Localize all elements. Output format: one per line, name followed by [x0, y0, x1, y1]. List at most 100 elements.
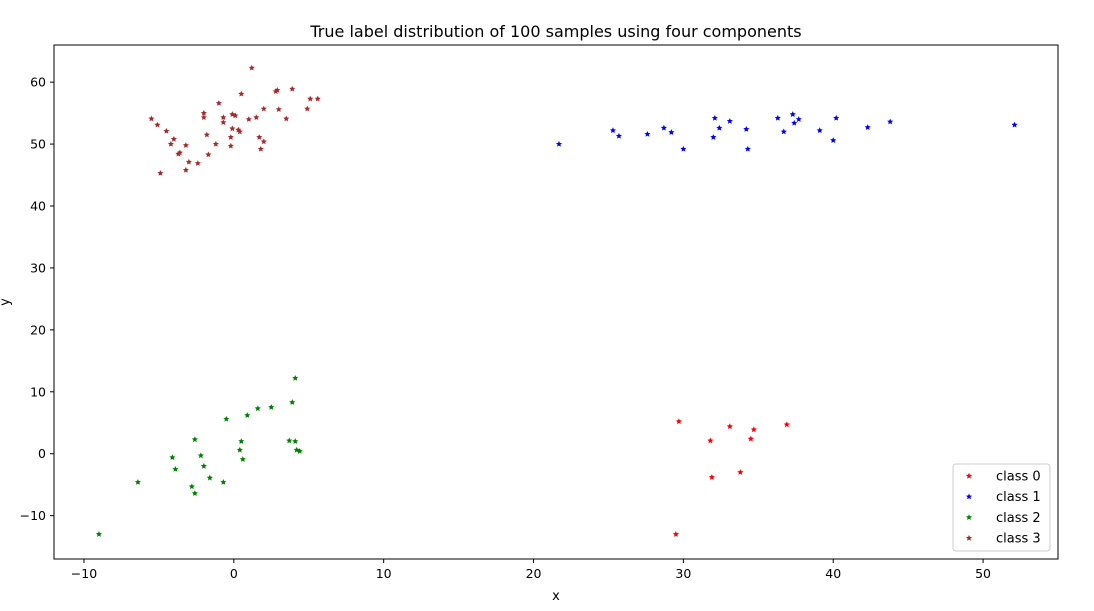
data-point-class-3: [236, 128, 243, 135]
data-point-class-0: [707, 437, 714, 444]
y-axis-label: y: [0, 298, 13, 306]
legend-label: class 3: [996, 532, 1041, 547]
x-tick-label: 10: [376, 566, 392, 581]
legend-label: class 0: [996, 470, 1041, 485]
data-point-class-3: [253, 114, 260, 121]
data-point-class-3: [176, 149, 183, 156]
data-point-class-3: [200, 114, 207, 121]
data-point-class-0: [750, 426, 757, 433]
data-point-class-2: [268, 404, 275, 410]
data-point-class-1: [743, 126, 750, 132]
data-point-class-2: [223, 415, 230, 422]
data-point-class-3: [260, 105, 267, 112]
data-point-class-1: [789, 111, 796, 117]
data-point-class-2: [286, 437, 293, 444]
data-point-class-2: [254, 405, 261, 412]
data-point-class-1: [774, 114, 781, 121]
data-point-class-1: [555, 140, 563, 147]
data-point-class-2: [289, 399, 296, 405]
data-point-class-3: [289, 85, 296, 92]
data-point-class-0: [783, 421, 790, 428]
y-tick-label: 50: [30, 137, 46, 152]
data-point-class-2: [206, 474, 213, 481]
data-point-class-3: [167, 140, 174, 147]
data-point-class-2: [191, 436, 198, 443]
data-point-class-2: [188, 483, 195, 490]
x-tick-label: 50: [975, 566, 991, 581]
data-point-class-2: [296, 448, 303, 454]
data-point-class-0: [747, 435, 754, 442]
data-point-class-3: [260, 138, 267, 145]
legend-box: [952, 463, 1051, 552]
data-point-class-3: [220, 114, 227, 121]
data-point-class-1: [887, 118, 894, 125]
data-point-class-2: [236, 446, 243, 453]
data-point-class-1: [680, 145, 687, 152]
y-tick-label: 40: [30, 199, 46, 214]
data-point-class-1: [780, 128, 787, 135]
data-point-class-1: [710, 134, 717, 140]
data-point-class-1: [795, 116, 802, 122]
plot-frame: [53, 44, 1059, 560]
data-point-class-2: [172, 466, 179, 472]
data-point-class-3: [314, 95, 321, 102]
legend-marker: [965, 534, 973, 541]
data-point-class-3: [212, 140, 219, 147]
data-point-class-3: [274, 87, 281, 93]
data-point-class-3: [245, 116, 252, 122]
data-point-class-0: [708, 474, 715, 480]
data-point-class-3: [203, 131, 210, 138]
x-tick-label: 0: [230, 566, 238, 581]
data-point-class-3: [257, 145, 264, 152]
data-point-class-2: [244, 412, 251, 418]
data-point-class-1: [615, 132, 622, 139]
data-point-class-2: [134, 479, 141, 485]
data-point-class-1: [744, 145, 751, 152]
y-tick-label: −10: [20, 508, 46, 523]
data-point-class-3: [182, 142, 189, 148]
data-point-class-1: [644, 130, 651, 137]
data-point-class-3: [227, 142, 234, 149]
data-point-class-3: [307, 95, 314, 102]
data-point-class-3: [304, 105, 311, 112]
data-point-class-3: [215, 100, 222, 106]
data-point-class-1: [816, 127, 823, 134]
data-point-class-1: [830, 137, 837, 143]
x-tick-label: −10: [71, 566, 97, 581]
data-point-class-1: [791, 119, 798, 126]
data-point-class-0: [737, 469, 744, 475]
data-point-class-2: [292, 374, 299, 381]
data-point-class-3: [200, 109, 207, 116]
data-point-class-2: [197, 452, 204, 459]
legend-marker: [965, 493, 973, 500]
data-point-class-3: [229, 125, 236, 132]
data-point-class-3: [154, 121, 161, 128]
y-tick-label: 60: [30, 75, 46, 90]
data-point-class-2: [239, 456, 246, 462]
points-layer: [95, 64, 1018, 537]
data-point-class-1: [609, 127, 616, 134]
data-point-class-2: [238, 438, 245, 444]
data-point-class-3: [182, 166, 189, 173]
data-point-class-1: [726, 117, 733, 124]
data-point-class-3: [157, 169, 164, 176]
chart-title: True label distribution of 100 samples u…: [309, 22, 801, 41]
data-point-class-2: [200, 462, 207, 469]
data-point-class-0: [726, 423, 733, 430]
data-point-class-3: [205, 151, 212, 158]
x-axis: −10 0 10 20 30 40 50: [71, 559, 991, 581]
data-point-class-2: [169, 454, 176, 461]
data-point-class-3: [275, 106, 282, 112]
data-point-class-0: [672, 531, 679, 537]
data-point-class-3: [283, 115, 290, 122]
data-point-class-3: [148, 115, 155, 122]
y-tick-label: 0: [38, 446, 46, 461]
y-axis: −10 0 10 20 30 40 50 60: [20, 75, 54, 523]
legend-label: class 2: [996, 511, 1041, 526]
data-point-class-1: [1011, 121, 1018, 128]
data-point-class-1: [864, 124, 871, 130]
data-point-class-0: [675, 418, 682, 425]
x-tick-label: 30: [675, 566, 691, 581]
data-point-class-2: [292, 438, 299, 444]
